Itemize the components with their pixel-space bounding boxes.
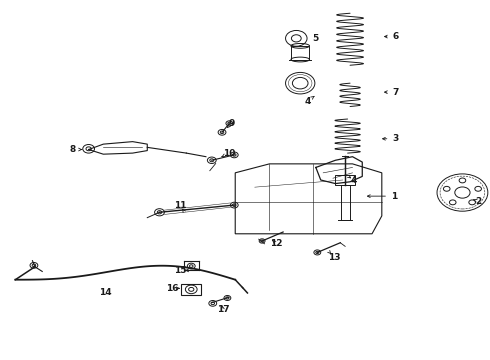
Text: 7: 7 [392, 87, 399, 96]
Text: 6: 6 [392, 32, 399, 41]
Text: 13: 13 [328, 253, 340, 262]
Text: 4: 4 [350, 176, 357, 185]
Bar [341, 185, 349, 220]
Text: 14: 14 [99, 288, 112, 297]
Text: 1: 1 [391, 192, 397, 201]
Text: 10: 10 [223, 149, 236, 158]
Bar [181, 284, 201, 295]
Text: 9: 9 [228, 119, 235, 128]
Bar [291, 46, 310, 59]
Text: 11: 11 [174, 201, 187, 210]
Bar [335, 175, 355, 185]
Text: 15: 15 [174, 266, 187, 275]
Text: 5: 5 [313, 34, 319, 43]
Text: 4: 4 [304, 96, 311, 105]
Text: 8: 8 [70, 145, 76, 154]
Text: 12: 12 [270, 239, 283, 248]
Text: 3: 3 [392, 134, 399, 143]
Text: 2: 2 [475, 197, 482, 206]
Text: 17: 17 [217, 305, 229, 314]
Text: 16: 16 [167, 284, 179, 293]
